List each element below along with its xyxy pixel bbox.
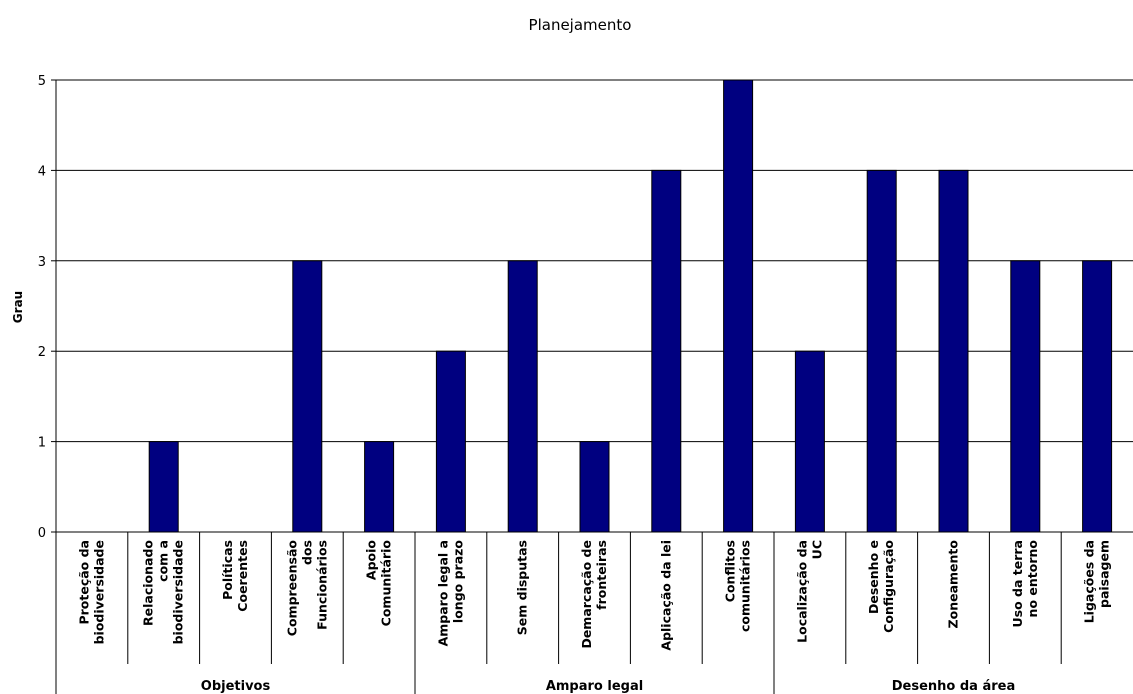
category-label: Conflitos xyxy=(723,540,738,602)
category-label: Apoio xyxy=(364,540,379,580)
category-label: Localização da xyxy=(794,540,809,643)
category-label: com a xyxy=(156,540,171,582)
axes xyxy=(55,80,1133,694)
y-tick-label: 3 xyxy=(38,255,46,270)
bar xyxy=(723,79,754,533)
y-tick-label: 2 xyxy=(38,345,46,360)
group-labels: Objetivos Amparo legal Desenho da área xyxy=(201,679,1015,694)
category-label: Aplicação da lei xyxy=(658,540,673,651)
category-label: Sem disputas xyxy=(515,540,530,635)
bar xyxy=(1082,260,1113,533)
category-label: Zoneamento xyxy=(946,540,961,629)
bar xyxy=(579,441,610,533)
category-label: Proteção da xyxy=(76,540,91,625)
category-label: Comunitário xyxy=(379,540,394,627)
group-label: Objetivos xyxy=(201,679,271,694)
category-label: no entorno xyxy=(1025,540,1040,618)
category-label: biodiversidade xyxy=(171,540,186,644)
category-label: Demarcação de xyxy=(579,540,594,649)
bar xyxy=(866,169,897,533)
bar xyxy=(938,169,969,533)
y-tick-label: 1 xyxy=(38,436,46,451)
bar xyxy=(148,441,179,533)
group-label: Amparo legal xyxy=(546,679,643,694)
category-label: Relacionado xyxy=(141,540,156,626)
category-labels: Proteção da biodiversidade Relacionado com … xyxy=(76,540,1111,651)
y-axis-ticks: 0 1 2 3 4 5 xyxy=(38,74,56,541)
category-label: fronteiras xyxy=(594,540,609,610)
category-label: Políticas xyxy=(220,540,235,600)
category-label: biodiversidade xyxy=(91,540,106,644)
category-label: Coerentes xyxy=(235,540,250,612)
category-label: Amparo legal a xyxy=(435,540,450,646)
chart-title: Planejamento xyxy=(529,16,632,34)
y-tick-label: 5 xyxy=(38,74,46,89)
category-label: UC xyxy=(809,540,824,559)
bar xyxy=(507,260,538,533)
bar xyxy=(292,260,323,533)
category-label: dos xyxy=(299,540,314,565)
category-label: paisagem xyxy=(1097,540,1112,608)
y-axis-label: Grau xyxy=(11,291,25,323)
group-label: Desenho da área xyxy=(892,679,1016,694)
bars xyxy=(148,79,1113,533)
y-tick-label: 0 xyxy=(38,526,46,541)
category-label: Uso da terra xyxy=(1010,540,1025,627)
bar xyxy=(651,169,682,533)
category-label: Configuração xyxy=(881,540,896,633)
category-label: Compreensão xyxy=(284,540,299,637)
category-label: Funcionários xyxy=(314,540,329,630)
category-label: Desenho e xyxy=(866,540,881,614)
bar xyxy=(435,350,466,533)
bar xyxy=(1010,260,1041,533)
category-label: longo prazo xyxy=(450,540,465,623)
bar xyxy=(364,441,395,533)
y-tick-label: 4 xyxy=(38,164,46,179)
category-label: comunitários xyxy=(738,540,753,632)
bar xyxy=(794,350,825,533)
category-label: Ligações da xyxy=(1082,540,1097,623)
gridlines xyxy=(56,79,1133,443)
